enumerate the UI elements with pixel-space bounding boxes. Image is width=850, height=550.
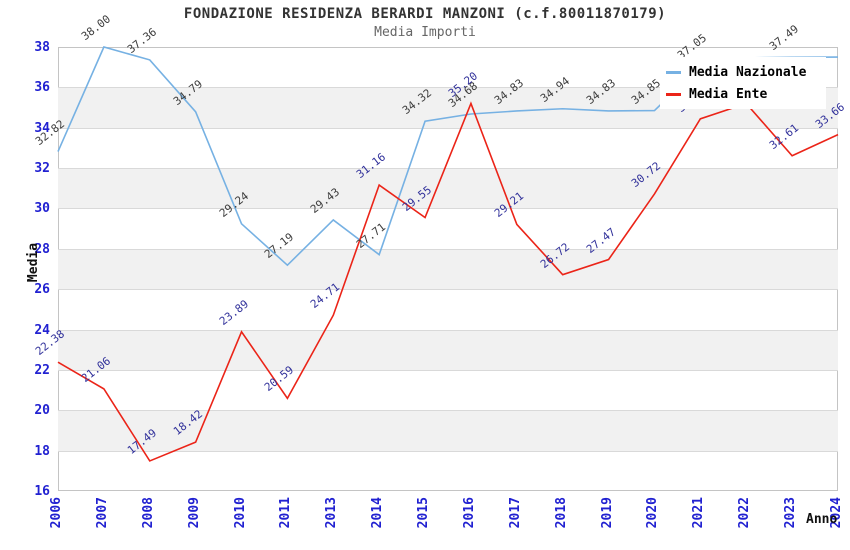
page-subtitle: Media Importi [374, 25, 476, 40]
gridline [58, 289, 838, 291]
background-band [58, 410, 838, 451]
gridline [58, 410, 838, 412]
gridline [58, 208, 838, 210]
series-line-media-ente [57, 101, 839, 462]
legend: Media Nazionale Media Ente [660, 57, 826, 109]
x-axis-title: Anno [806, 512, 838, 527]
gridline [58, 369, 838, 371]
gridline [58, 248, 838, 250]
y-tick-label: 16 [34, 484, 50, 499]
legend-label: Media Nazionale [689, 64, 807, 80]
y-tick-label: 24 [34, 322, 50, 338]
red-line-marker-icon [666, 92, 681, 96]
gridline [58, 329, 838, 331]
y-tick-label: 32 [34, 161, 50, 177]
background-band [58, 168, 838, 209]
legend-label: Media Ente [689, 86, 768, 102]
y-tick-label: 18 [34, 443, 50, 459]
y-tick-label: 38 [34, 40, 50, 55]
y-tick-label: 20 [34, 403, 50, 419]
y-tick-label: 28 [34, 241, 50, 257]
y-tick-label: 34 [34, 120, 50, 136]
gridline [58, 168, 838, 170]
page-title: FONDAZIONE RESIDENZA BERARDI MANZONI (c.… [183, 6, 667, 22]
blue-line-marker-icon [666, 70, 681, 74]
y-tick-label: 22 [34, 362, 50, 378]
gridline [58, 450, 838, 452]
legend-item-media-nazionale: Media Nazionale [666, 61, 820, 83]
gridline [58, 127, 838, 129]
background-band [58, 329, 838, 370]
y-tick-label: 26 [34, 282, 50, 298]
background-band [58, 248, 838, 290]
y-tick-label: 36 [34, 80, 50, 96]
legend-item-media-ente: Media Ente [666, 83, 820, 105]
y-tick-label: 30 [34, 201, 50, 217]
gridline [58, 87, 838, 89]
